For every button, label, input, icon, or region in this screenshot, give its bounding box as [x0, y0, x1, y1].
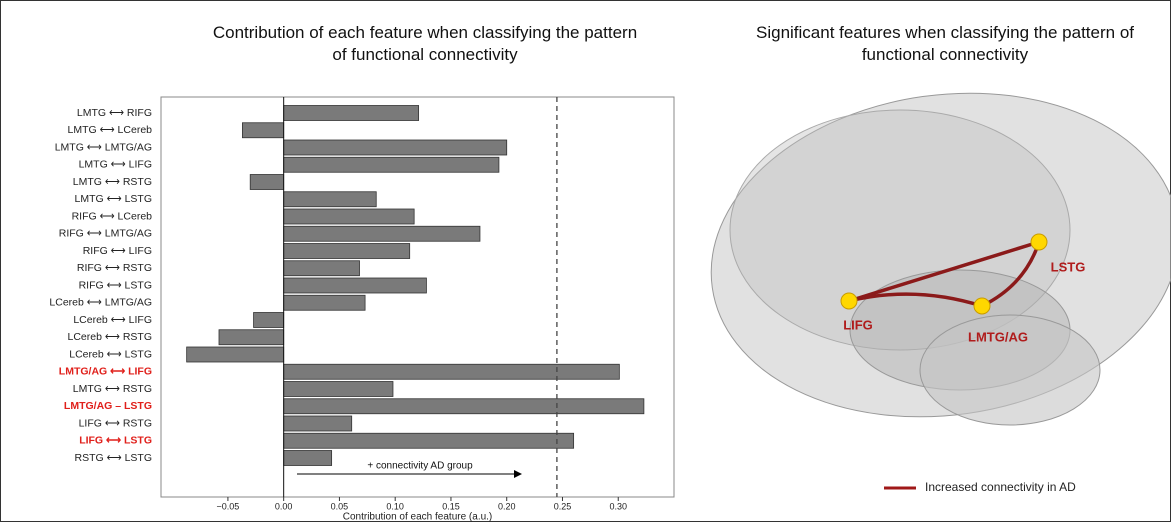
- bar: [284, 192, 377, 207]
- x-tick-label: 0.25: [554, 501, 572, 511]
- bar: [284, 209, 414, 224]
- x-tick-label: 0.15: [442, 501, 460, 511]
- bar: [284, 295, 365, 310]
- bar: [284, 399, 644, 414]
- y-tick-label: RIFG ⟷ RSTG: [77, 262, 152, 274]
- bar: [242, 123, 283, 138]
- y-tick-label: LCereb ⟷ LIFG: [73, 314, 152, 326]
- y-tick-label: LMTG ⟷ RSTG: [73, 176, 152, 188]
- y-tick-label: LMTG/AG ⟷ LIFG: [59, 366, 152, 378]
- y-tick-label: LMTG/AG – LSTG: [64, 400, 152, 412]
- figure: LIFG LMTG/AG LSTG Increased connectivity…: [0, 0, 1171, 522]
- y-tick-label: LCereb ⟷ LSTG: [69, 348, 152, 360]
- x-tick-label: 0.05: [331, 501, 349, 511]
- y-tick-label: RIFG ⟷ LSTG: [79, 279, 152, 291]
- y-tick-label: LMTG ⟷ LSTG: [75, 193, 152, 205]
- bar: [284, 244, 410, 259]
- y-tick-label: LMTG ⟷ LIFG: [79, 159, 152, 171]
- bar: [219, 330, 284, 345]
- bar: [284, 278, 427, 293]
- y-tick-label: RIFG ⟷ LMTG/AG: [59, 228, 152, 240]
- brain-drawing: LIFG LMTG/AG LSTG Increased connectivity…: [690, 64, 1171, 494]
- chart: LIFG LMTG/AG LSTG Increased connectivity…: [0, 0, 1171, 522]
- x-tick-label: 0.00: [275, 501, 293, 511]
- y-tick-label: RSTG ⟷ LSTG: [75, 452, 152, 464]
- node: [974, 298, 990, 314]
- y-tick-label: LMTG ⟷ RIFG: [77, 107, 152, 119]
- y-tick-label: LCereb ⟷ LMTG/AG: [49, 297, 152, 309]
- y-tick-label: RIFG ⟷ LCereb: [72, 210, 153, 222]
- bar: [284, 364, 620, 379]
- node-label: LIFG: [843, 317, 873, 332]
- bar: [284, 433, 574, 448]
- y-tick-label: LIFG ⟷ RSTG: [79, 417, 152, 429]
- node-label: LSTG: [1051, 259, 1086, 274]
- chart-title: Contribution of each feature when classi…: [205, 22, 645, 66]
- node-label: LMTG/AG: [968, 329, 1028, 344]
- y-tick-label: LMTG ⟷ LMTG/AG: [55, 141, 152, 153]
- bar: [284, 106, 419, 121]
- x-tick-label: 0.10: [386, 501, 404, 511]
- brain-title: Significant features when classifying th…: [745, 22, 1145, 66]
- bar: [254, 313, 284, 328]
- y-tick-label: LCereb ⟷ RSTG: [68, 331, 153, 343]
- bar: [284, 226, 480, 241]
- annotation: + connectivity AD group: [367, 461, 473, 472]
- x-tick-label: −0.05: [217, 501, 240, 511]
- x-axis-label: Contribution of each feature (a.u.): [343, 512, 493, 522]
- bar: [284, 261, 360, 276]
- bar: [284, 416, 352, 431]
- bar: [250, 175, 283, 190]
- x-tick-label: 0.30: [609, 501, 627, 511]
- y-tick-label: LMTG ⟷ RSTG: [73, 383, 152, 395]
- bar: [284, 382, 393, 397]
- x-tick-label: 0.20: [498, 501, 516, 511]
- y-tick-label: LMTG ⟷ LCereb: [68, 124, 153, 136]
- bar: [284, 157, 499, 172]
- legend-label: Increased connectivity in AD: [925, 480, 1076, 494]
- node: [1031, 234, 1047, 250]
- bar: [284, 140, 507, 155]
- arrow-head: [514, 470, 522, 478]
- bar: [284, 451, 332, 466]
- node: [841, 293, 857, 309]
- bar: [187, 347, 284, 362]
- y-tick-label: LIFG ⟷ LSTG: [79, 435, 152, 447]
- y-tick-label: RIFG ⟷ LIFG: [83, 245, 152, 257]
